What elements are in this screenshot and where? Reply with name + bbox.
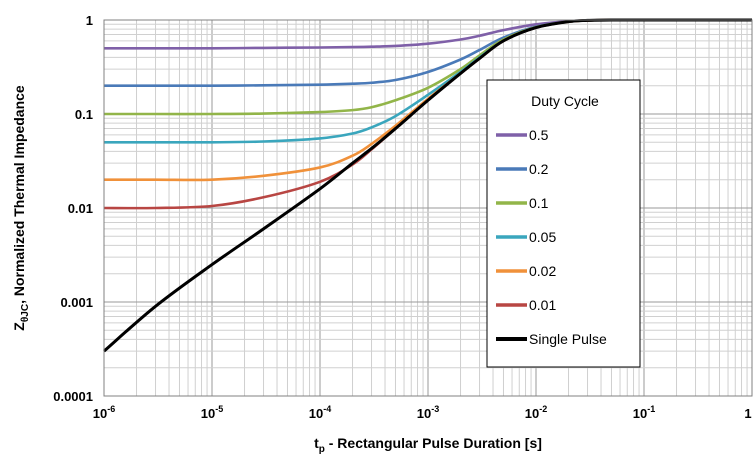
x-tick-label: 10-3	[417, 404, 439, 421]
y-tick-label: 0.0001	[53, 389, 93, 404]
x-tick-label: 10-5	[201, 404, 223, 421]
y-axis-label: ZθJC, Normalized Thermal Impedance	[11, 85, 31, 331]
y-tick-label: 0.01	[68, 201, 93, 216]
y-tick-label: 1	[86, 13, 93, 28]
legend-label: 0.02	[529, 263, 556, 279]
x-tick-label: 10-4	[309, 404, 331, 421]
plot-frame	[103, 19, 753, 397]
x-tick-label: 10-2	[525, 404, 547, 421]
y-tick-label: 0.001	[60, 295, 93, 310]
y-tick-labels: 1 0.1 0.01 0.001 0.0001	[53, 13, 93, 404]
y-tick-label: 0.1	[75, 107, 93, 122]
x-tick-labels: 10-6 10-5 10-4 10-3 10-2 10-1 1	[93, 404, 752, 421]
x-tick-label: 10-1	[633, 404, 655, 421]
legend-box	[486, 79, 641, 368]
legend-title: Duty Cycle	[531, 93, 599, 109]
x-tick-label: 1	[744, 406, 751, 421]
legend-label: 0.1	[529, 195, 549, 211]
legend-label: 0.01	[529, 297, 556, 313]
legend: Duty Cycle 0.5 0.2 0.1 0.05 0.02 0.01 Single P…	[486, 79, 641, 368]
legend-entries: 0.5 0.2 0.1 0.05 0.02 0.01 Single Pulse	[496, 127, 607, 347]
x-axis-label: tp - Rectangular Pulse Duration [s]	[314, 435, 542, 455]
legend-label: 0.05	[529, 229, 556, 245]
legend-label: 0.2	[529, 161, 549, 177]
legend-label: 0.5	[529, 127, 549, 143]
x-tick-label: 10-6	[93, 404, 115, 421]
legend-label: Single Pulse	[529, 331, 607, 347]
